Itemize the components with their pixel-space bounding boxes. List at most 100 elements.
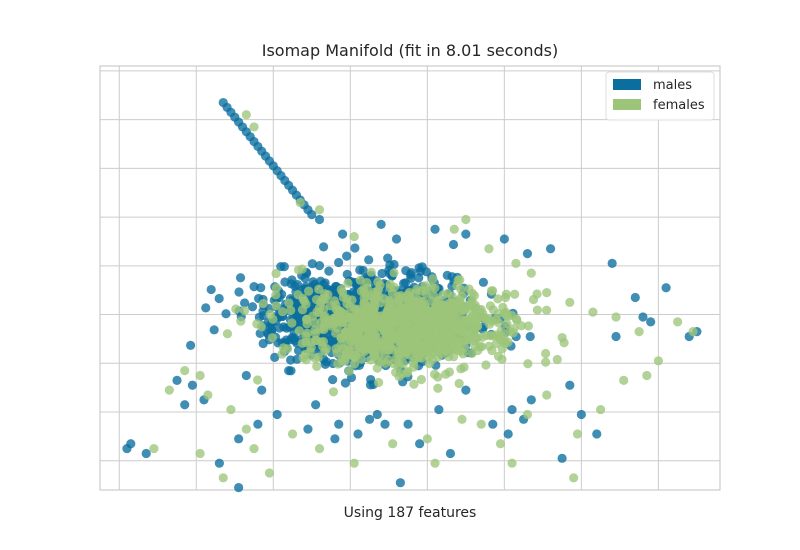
scatter-point-males [314,214,325,225]
scatter-point-females [329,296,340,306]
scatter-point-females [417,320,428,330]
scatter-point-males [434,404,444,415]
scatter-point-females [426,296,437,306]
scatter-point-females [433,305,444,315]
scatter-point-females [404,343,415,353]
scatter-point-males [364,255,374,265]
scatter-point-females [501,289,511,299]
scatter-point-males [247,302,258,312]
scatter-point-males [340,378,351,388]
scatter-point-females [369,311,379,321]
scatter-point-males [214,458,224,468]
scatter-point-females [488,286,498,296]
scatter-point-females [542,288,552,298]
series-females [149,110,698,483]
scatter-point-females [423,347,433,357]
scatter-point-females [653,356,663,366]
scatter-point-females [264,468,275,478]
scatter-point-females [389,268,399,278]
scatter-point-males [391,234,402,244]
scatter-point-females [421,331,431,341]
scatter-point-females [444,352,454,362]
scatter-point-females [271,283,282,293]
scatter-point-females [455,275,465,285]
scatter-point-males [221,309,231,319]
scatter-point-females [441,369,451,379]
scatter-point-females [306,337,316,347]
scatter-point-females [493,351,504,361]
scatter-point-females [422,434,432,444]
scatter-point-females [300,349,310,360]
scatter-point-males [372,409,382,420]
scatter-point-males [638,312,648,322]
scatter-point-females [304,286,314,296]
scatter-point-males [287,275,297,285]
scatter-point-males [314,261,325,271]
scatter-point-females [332,348,342,358]
scatter-point-males [274,323,285,333]
scatter-point-males [403,419,413,429]
scatter-point-males [234,434,244,444]
scatter-point-males [417,262,427,272]
scatter-point-males [499,234,509,244]
scatter-point-females [565,297,575,307]
scatter-point-females [424,340,434,350]
scatter-point-females [481,330,492,341]
scatter-point-males [503,429,513,439]
scatter-point-females [468,311,479,321]
scatter-point-females [287,429,298,439]
scatter-point-females [438,290,448,300]
scatter-point-females [432,327,442,338]
scatter-point-females [523,321,533,331]
scatter-point-females [428,274,438,284]
scatter-point-females [267,333,277,343]
scatter-point-males [276,261,286,272]
scatter-point-males [661,283,671,293]
scatter-point-males [448,239,459,250]
scatter-point-females [588,307,598,317]
scatter-point-females [164,385,174,395]
scatter-point-females [433,372,443,382]
scatter-point-males [414,273,424,283]
scatter-point-females [388,439,398,449]
scatter-point-males [214,293,224,304]
scatter-point-females [451,312,461,322]
scatter-point-females [454,298,465,309]
scatter-point-males [522,249,533,259]
scatter-point-females [457,414,467,424]
scatter-point-females [397,340,407,350]
scatter-point-males [364,414,375,424]
plot-area [99,65,721,493]
scatter-point-males [415,439,425,449]
scatter-point-females [349,231,359,242]
scatter-point-females [314,443,325,454]
scatter-point-females [302,314,312,325]
scatter-point-females [427,282,437,292]
scatter-point-males [607,258,617,268]
scatter-point-females [236,316,246,326]
scatter-point-males [235,273,246,283]
scatter-point-females [526,268,536,278]
scatter-point-females [417,300,427,310]
scatter-point-females [642,370,652,381]
scatter-point-females [362,316,373,326]
scatter-point-females [542,390,552,400]
scatter-point-females [430,458,440,468]
scatter-point-females [314,205,325,215]
scatter-point-females [195,370,205,381]
scatter-point-females [218,473,228,483]
scatter-point-females [542,305,552,315]
scatter-point-females [222,329,233,339]
scatter-point-males [206,284,216,295]
scatter-point-males [611,331,621,342]
scatter-point-females [414,344,424,355]
scatter-point-females [356,286,366,296]
scatter-point-males [307,210,317,220]
scatter-point-females [406,309,417,319]
scatter-point-females [470,300,480,310]
scatter-point-females [301,299,311,309]
scatter-point-females [441,315,451,325]
scatter-point-females [323,290,333,300]
scatter-point-females [400,319,410,329]
legend-swatch-females [613,99,641,110]
